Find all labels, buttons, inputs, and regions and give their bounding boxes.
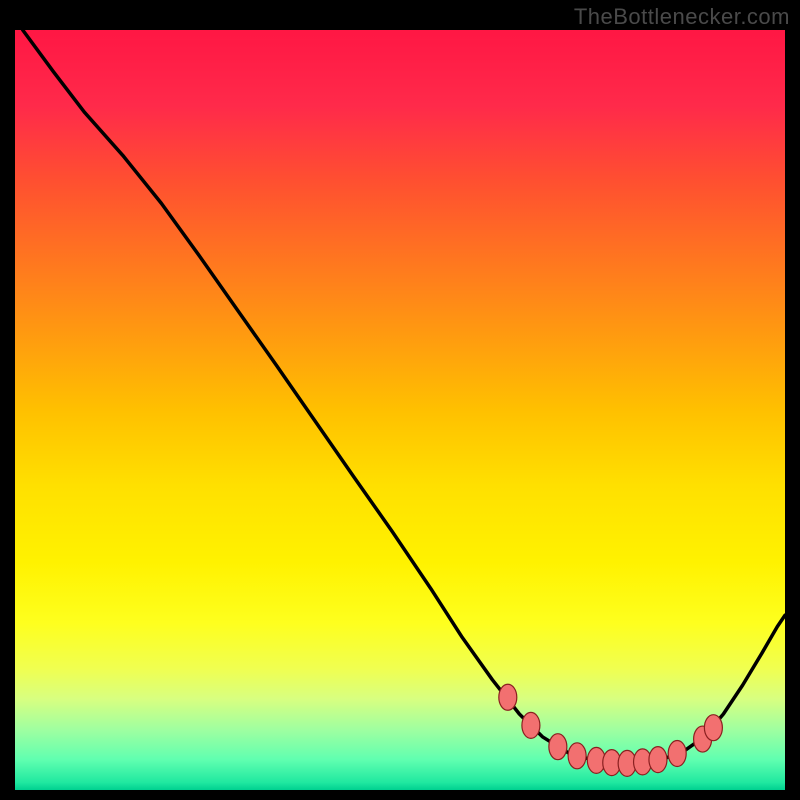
data-marker: [668, 741, 686, 767]
data-marker: [568, 743, 586, 769]
bottleneck-curve: [23, 30, 785, 763]
watermark-text: TheBottleneсker.com: [574, 4, 790, 30]
data-marker: [499, 684, 517, 710]
plot-area: [15, 30, 785, 790]
data-marker: [522, 712, 540, 738]
data-marker: [549, 734, 567, 760]
data-marker: [649, 747, 667, 773]
chart-layer: [15, 30, 785, 790]
data-marker: [704, 715, 722, 741]
data-markers: [499, 684, 723, 776]
